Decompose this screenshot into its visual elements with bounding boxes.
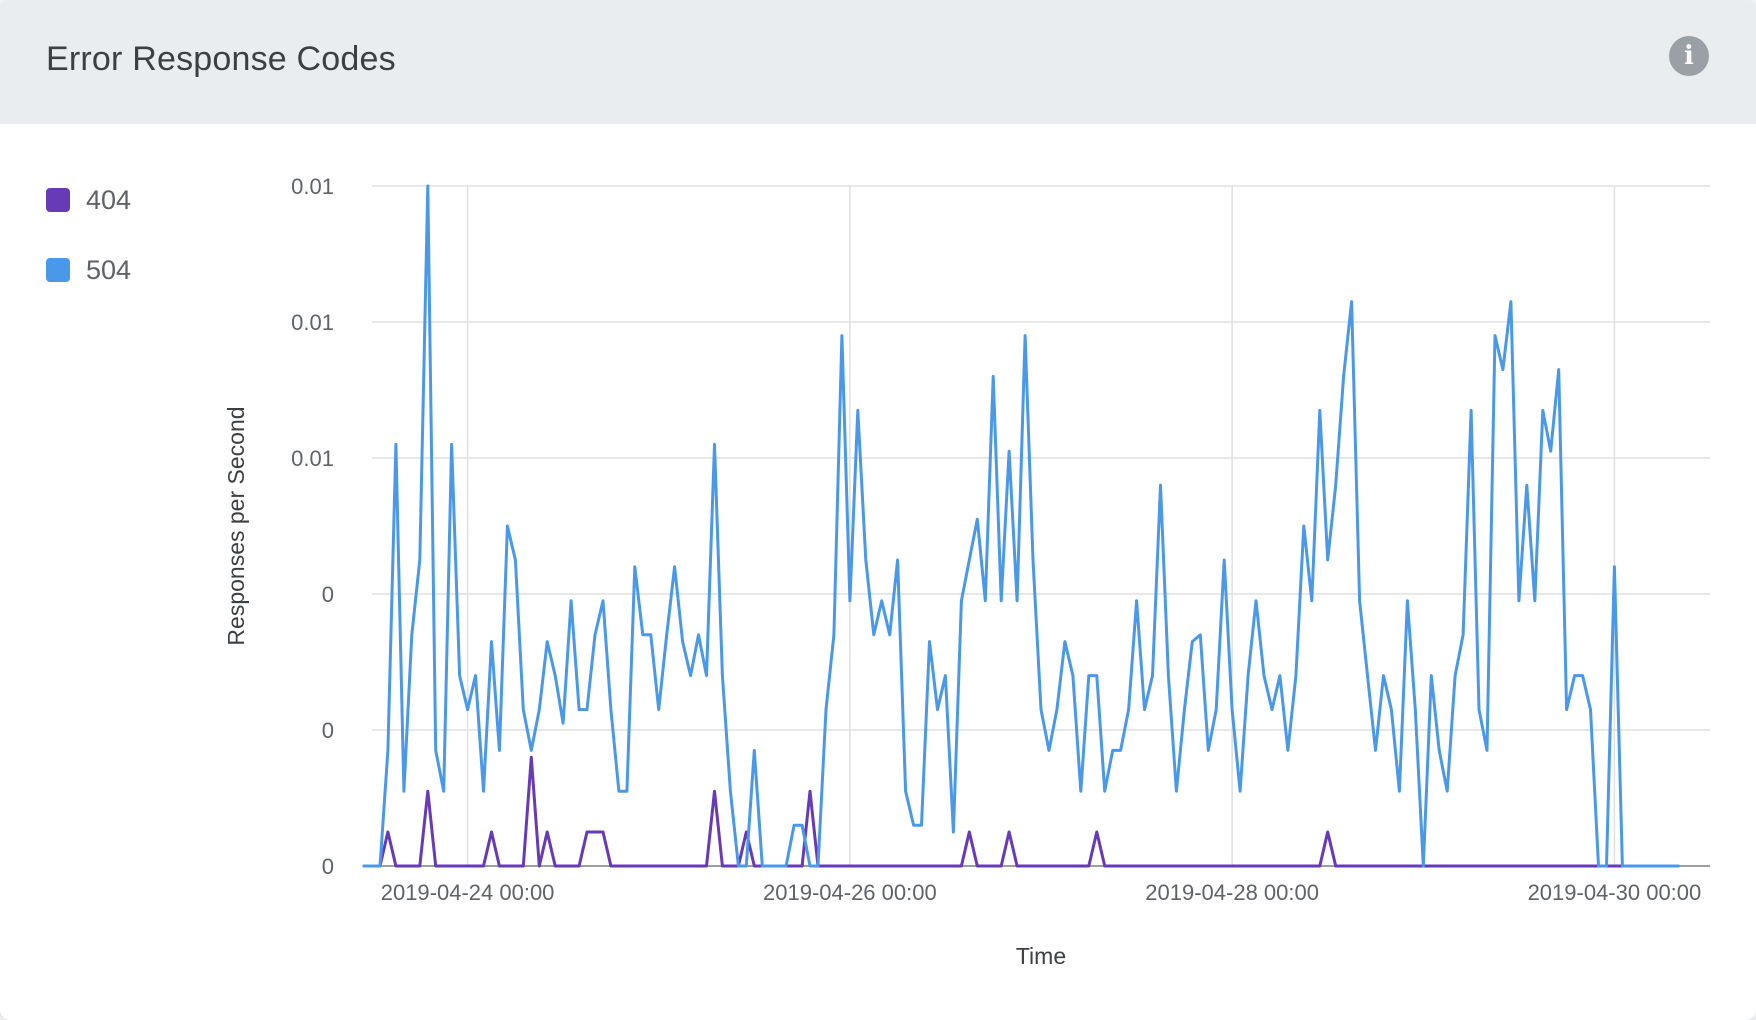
legend-swatch-404 — [46, 188, 70, 212]
series-line-504 — [362, 184, 1680, 868]
y-tick-label: 0 — [322, 582, 334, 607]
x-axis-title: Time — [1016, 943, 1066, 969]
legend-label-504: 504 — [86, 255, 132, 285]
x-tick-label: 2019-04-28 00:00 — [1145, 880, 1319, 905]
y-axis-title: Responses per Second — [223, 406, 249, 645]
legend-label-404: 404 — [86, 185, 132, 215]
label-layer: 0 0 0 0.01 0.01 0.01 2019-04-24 00:00 2019-04-2… — [291, 174, 1701, 905]
info-icon[interactable]: i — [1669, 36, 1709, 76]
x-tick-label: 2019-04-26 00:00 — [763, 880, 937, 905]
x-tick-label: 2019-04-24 00:00 — [381, 880, 555, 905]
legend-swatch-504 — [46, 258, 70, 282]
y-tick-label: 0.01 — [291, 446, 334, 471]
y-tick-label: 0 — [322, 854, 334, 879]
grid-layer — [372, 185, 1710, 866]
series-line-404 — [362, 755, 1680, 868]
x-tick-label: 2019-04-30 00:00 — [1528, 880, 1702, 905]
card-header: Error Response Codes i — [0, 0, 1756, 124]
y-tick-label: 0.01 — [291, 310, 334, 335]
y-tick-label: 0.01 — [291, 174, 334, 199]
card-title: Error Response Codes — [46, 40, 396, 78]
y-tick-label: 0 — [322, 718, 334, 743]
series-layer — [362, 184, 1680, 868]
